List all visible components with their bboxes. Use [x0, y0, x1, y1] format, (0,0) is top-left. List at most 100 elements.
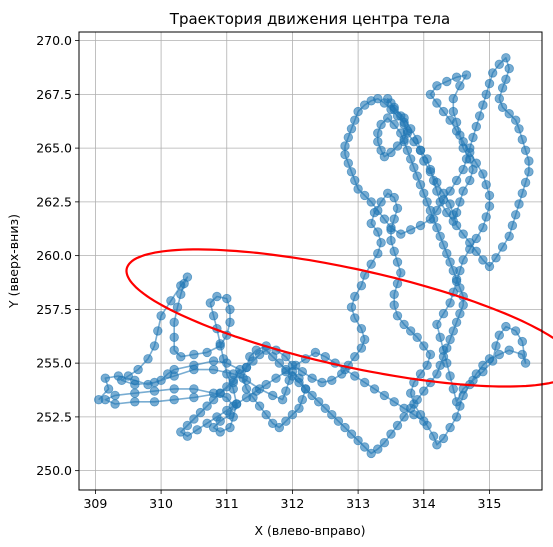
trajectory-point: [504, 231, 514, 242]
x-tick-label: 314: [412, 496, 436, 511]
trajectory-point: [399, 117, 409, 128]
x-axis-ticks: 309 310 311 312 313 314 315: [83, 490, 501, 511]
trajectory-point: [310, 347, 321, 358]
trajectory-point: [169, 332, 179, 343]
trajectory-point: [222, 405, 232, 416]
trajectory-point: [451, 220, 462, 231]
trajectory-point: [451, 412, 462, 422]
trajectory-point: [110, 390, 120, 401]
trajectory-point: [517, 349, 528, 360]
trajectory-point: [455, 309, 465, 319]
trajectory-point: [130, 388, 140, 398]
trajectory-point: [468, 132, 478, 143]
trajectory-point: [412, 171, 422, 181]
trajectory-point: [478, 169, 488, 179]
trajectory-point: [488, 68, 498, 78]
trajectory-point: [412, 332, 422, 343]
trajectory-point: [386, 429, 396, 439]
trajectory-point: [511, 115, 521, 125]
trajectory-point: [169, 345, 179, 355]
trajectory-point: [484, 78, 495, 89]
trajectory-point: [392, 111, 403, 121]
trajectory-point: [419, 156, 429, 166]
y-axis-label: Y (вверх-вниз): [6, 214, 21, 309]
trajectory-point: [514, 124, 524, 134]
trajectory-point: [287, 371, 298, 381]
trajectory-point: [369, 384, 380, 394]
trajectory-point: [297, 395, 308, 405]
trajectory-point: [514, 199, 524, 209]
trajectory-point: [169, 371, 179, 381]
trajectory-point: [428, 431, 439, 441]
trajectory-point: [327, 375, 337, 386]
trajectory-point: [383, 188, 393, 199]
trajectory-point: [494, 349, 505, 360]
x-tick-label: 309: [83, 496, 107, 511]
trajectory-point: [458, 164, 468, 175]
trajectory-point: [350, 115, 360, 125]
trajectory-point: [415, 220, 426, 231]
trajectory-point: [130, 397, 140, 407]
trajectory-point: [307, 373, 317, 383]
trajectory-point: [389, 300, 399, 310]
trajectory-point: [340, 141, 350, 151]
trajectory-point: [396, 128, 406, 138]
x-tick-label: 311: [215, 496, 239, 511]
y-axis-ticks: 250.0 252.5 255.0 257.5 260.0 262.5 265.0 267.5…: [36, 33, 79, 478]
x-tick-label: 313: [346, 496, 370, 511]
trajectory-point: [451, 317, 462, 328]
y-tick-label: 267.5: [36, 87, 72, 102]
trajectory-point: [451, 117, 462, 128]
trajectory-point: [274, 358, 285, 368]
trajectory-point: [412, 395, 422, 405]
trajectory-point: [386, 147, 396, 158]
trajectory-point: [356, 324, 367, 334]
trajectory-point: [478, 255, 488, 265]
trajectory-point: [389, 289, 399, 300]
trajectory-point: [399, 403, 409, 414]
chart-title: Траектория движения центра тела: [169, 10, 450, 28]
trajectory-point: [353, 184, 363, 194]
trajectory-point: [438, 240, 449, 250]
trajectory-point: [435, 360, 445, 371]
trajectory-point: [373, 444, 383, 454]
y-tick-label: 270.0: [36, 33, 72, 48]
trajectory-point: [327, 410, 337, 420]
trajectory-point: [461, 154, 472, 164]
trajectory-point: [149, 386, 160, 396]
trajectory-point: [455, 283, 465, 293]
trajectory-point: [130, 379, 140, 390]
trajectory-point: [488, 356, 498, 366]
trajectory-point: [520, 145, 531, 156]
trajectory-point: [458, 186, 468, 196]
trajectory-point: [231, 399, 242, 409]
trajectory-point: [455, 197, 465, 207]
trajectory-point: [448, 210, 459, 220]
trajectory-point: [248, 356, 258, 366]
trajectory-point: [491, 253, 501, 263]
trajectory-point: [251, 386, 261, 396]
trajectory-point: [360, 377, 370, 388]
trajectory-point: [376, 237, 386, 248]
trajectory-point: [235, 369, 245, 379]
trajectory-point: [366, 218, 376, 229]
trajectory-point: [350, 313, 360, 323]
trajectory-point: [445, 257, 455, 267]
trajectory-point: [379, 214, 390, 224]
trajectory-point: [268, 390, 278, 401]
trajectory-point: [484, 190, 495, 201]
trajectory-point: [392, 141, 403, 151]
trajectory-point: [478, 100, 488, 110]
trajectory-point: [419, 386, 429, 396]
trajectory-point: [389, 214, 399, 224]
trajectory-point: [425, 89, 436, 100]
trajectory-point: [281, 367, 291, 377]
trajectory-point: [448, 384, 459, 394]
trajectory-point: [208, 364, 219, 375]
trajectory-point: [156, 311, 166, 321]
trajectory-point: [419, 188, 429, 199]
trajectory-point: [445, 334, 455, 345]
y-tick-label: 252.5: [36, 409, 72, 424]
trajectory-point: [428, 214, 439, 224]
